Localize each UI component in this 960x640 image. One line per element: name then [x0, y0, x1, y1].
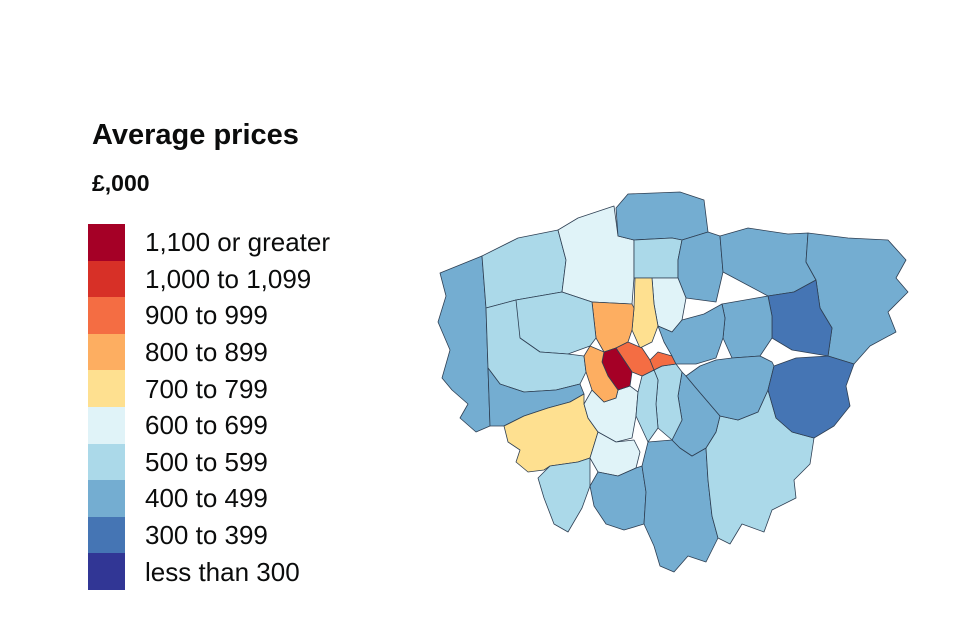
legend-item-600-to-699: 600 to 699 [88, 406, 330, 444]
legend-swatch [88, 553, 125, 590]
legend-label: 600 to 699 [145, 410, 268, 441]
legend-item-700-to-799: 700 to 799 [88, 370, 330, 407]
borough-hillingdon: Hillingdon [437, 255, 491, 433]
legend-label: 1,000 to 1,099 [145, 263, 312, 294]
london-boroughs-choropleth-map: HillingdonHarrowBarnetEnfieldHaringeyWal… [437, 191, 909, 573]
legend-item-500-to-599: 500 to 599 [88, 443, 330, 481]
legend-title: Average prices [92, 119, 299, 151]
legend-item-400-to-499: 400 to 499 [88, 480, 330, 517]
borough-newham: Newham [721, 295, 773, 359]
legend-swatch [88, 480, 125, 517]
legend-item-less-than-300: less than 300 [88, 553, 330, 590]
legend-item-1-100-or-greater: 1,100 or greater [88, 224, 330, 261]
legend-swatch [88, 224, 125, 261]
legend-swatch [88, 443, 125, 481]
legend-item-900-to-999: 900 to 999 [88, 297, 330, 334]
borough-bexley: Bexley [767, 355, 855, 439]
borough-lambeth: Lambeth [635, 369, 659, 443]
legend-swatch [88, 333, 125, 371]
legend-label: 800 to 899 [145, 337, 268, 368]
borough-redbridge: Redbridge [719, 227, 817, 297]
borough-haringey: Haringey [633, 237, 683, 279]
legend-label: 700 to 799 [145, 373, 268, 404]
borough-sutton: Sutton [589, 465, 647, 531]
legend-swatch [88, 406, 125, 444]
borough-tower-hamlets: Tower Hamlets [657, 303, 726, 365]
borough-enfield: Enfield [615, 191, 709, 241]
legend-label: less than 300 [145, 556, 300, 587]
legend-item-800-to-899: 800 to 899 [88, 333, 330, 371]
borough-kingston-upon-thames: Kingston upon Thames [537, 457, 591, 533]
legend-label: 400 to 499 [145, 483, 268, 514]
legend-label: 1,100 or greater [145, 227, 331, 258]
borough-waltham-forest: Waltham Forest [677, 231, 724, 303]
legend-color-scale: 1,100 or greater 1,000 to 1,099 900 to 999… [88, 224, 330, 590]
borough-southwark: Southwark [653, 363, 683, 441]
legend-swatch [88, 370, 125, 407]
legend-label: 300 to 399 [145, 520, 268, 551]
legend-item-1-000-to-1-099: 1,000 to 1,099 [88, 260, 330, 298]
legend-label: 900 to 999 [145, 300, 268, 331]
legend-label: 500 to 599 [145, 446, 268, 477]
borough-hammersmith-and-fulham: Hammersmith and Fulham [583, 345, 619, 403]
legend-swatch [88, 297, 125, 334]
legend-unit-label: £,000 [92, 170, 150, 196]
legend-swatch [88, 516, 125, 554]
legend-swatch [88, 260, 125, 298]
legend-item-300-to-399: 300 to 399 [88, 516, 330, 554]
